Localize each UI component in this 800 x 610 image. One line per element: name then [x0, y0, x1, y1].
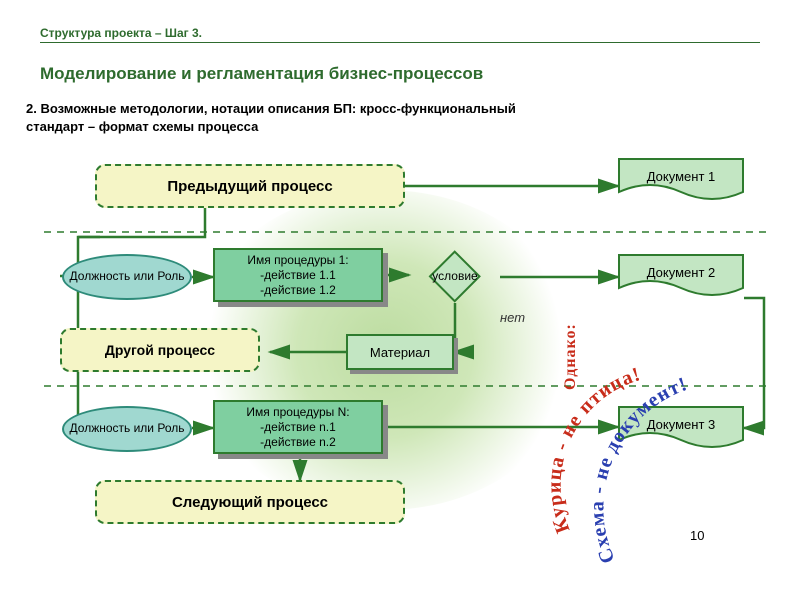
svg-text:Схема - не документ!: Схема - не документ! [586, 373, 690, 566]
role-role1: Должность или Роль [62, 254, 192, 300]
edge-label-no: нет [500, 310, 525, 325]
page-number: 10 [690, 528, 704, 543]
role-role2: Должность или Роль [62, 406, 192, 452]
step-step1: Имя процедуры 1:-действие 1.1-действие 1… [213, 248, 383, 302]
material-material: Материал [346, 334, 454, 370]
document-doc2: Документ 2 [618, 254, 744, 298]
process-other_process: Другой процесс [60, 328, 260, 372]
decorative-blue-arc: Схема - не документ! [575, 330, 800, 610]
process-prev_process: Предыдущий процесс [95, 164, 405, 208]
step-step2: Имя процедуры N:-действие n.1-действие n… [213, 400, 383, 454]
process-next_process: Следующий процесс [95, 480, 405, 524]
decorative-side-label: Однако: [562, 270, 580, 390]
document-doc1: Документ 1 [618, 158, 744, 202]
